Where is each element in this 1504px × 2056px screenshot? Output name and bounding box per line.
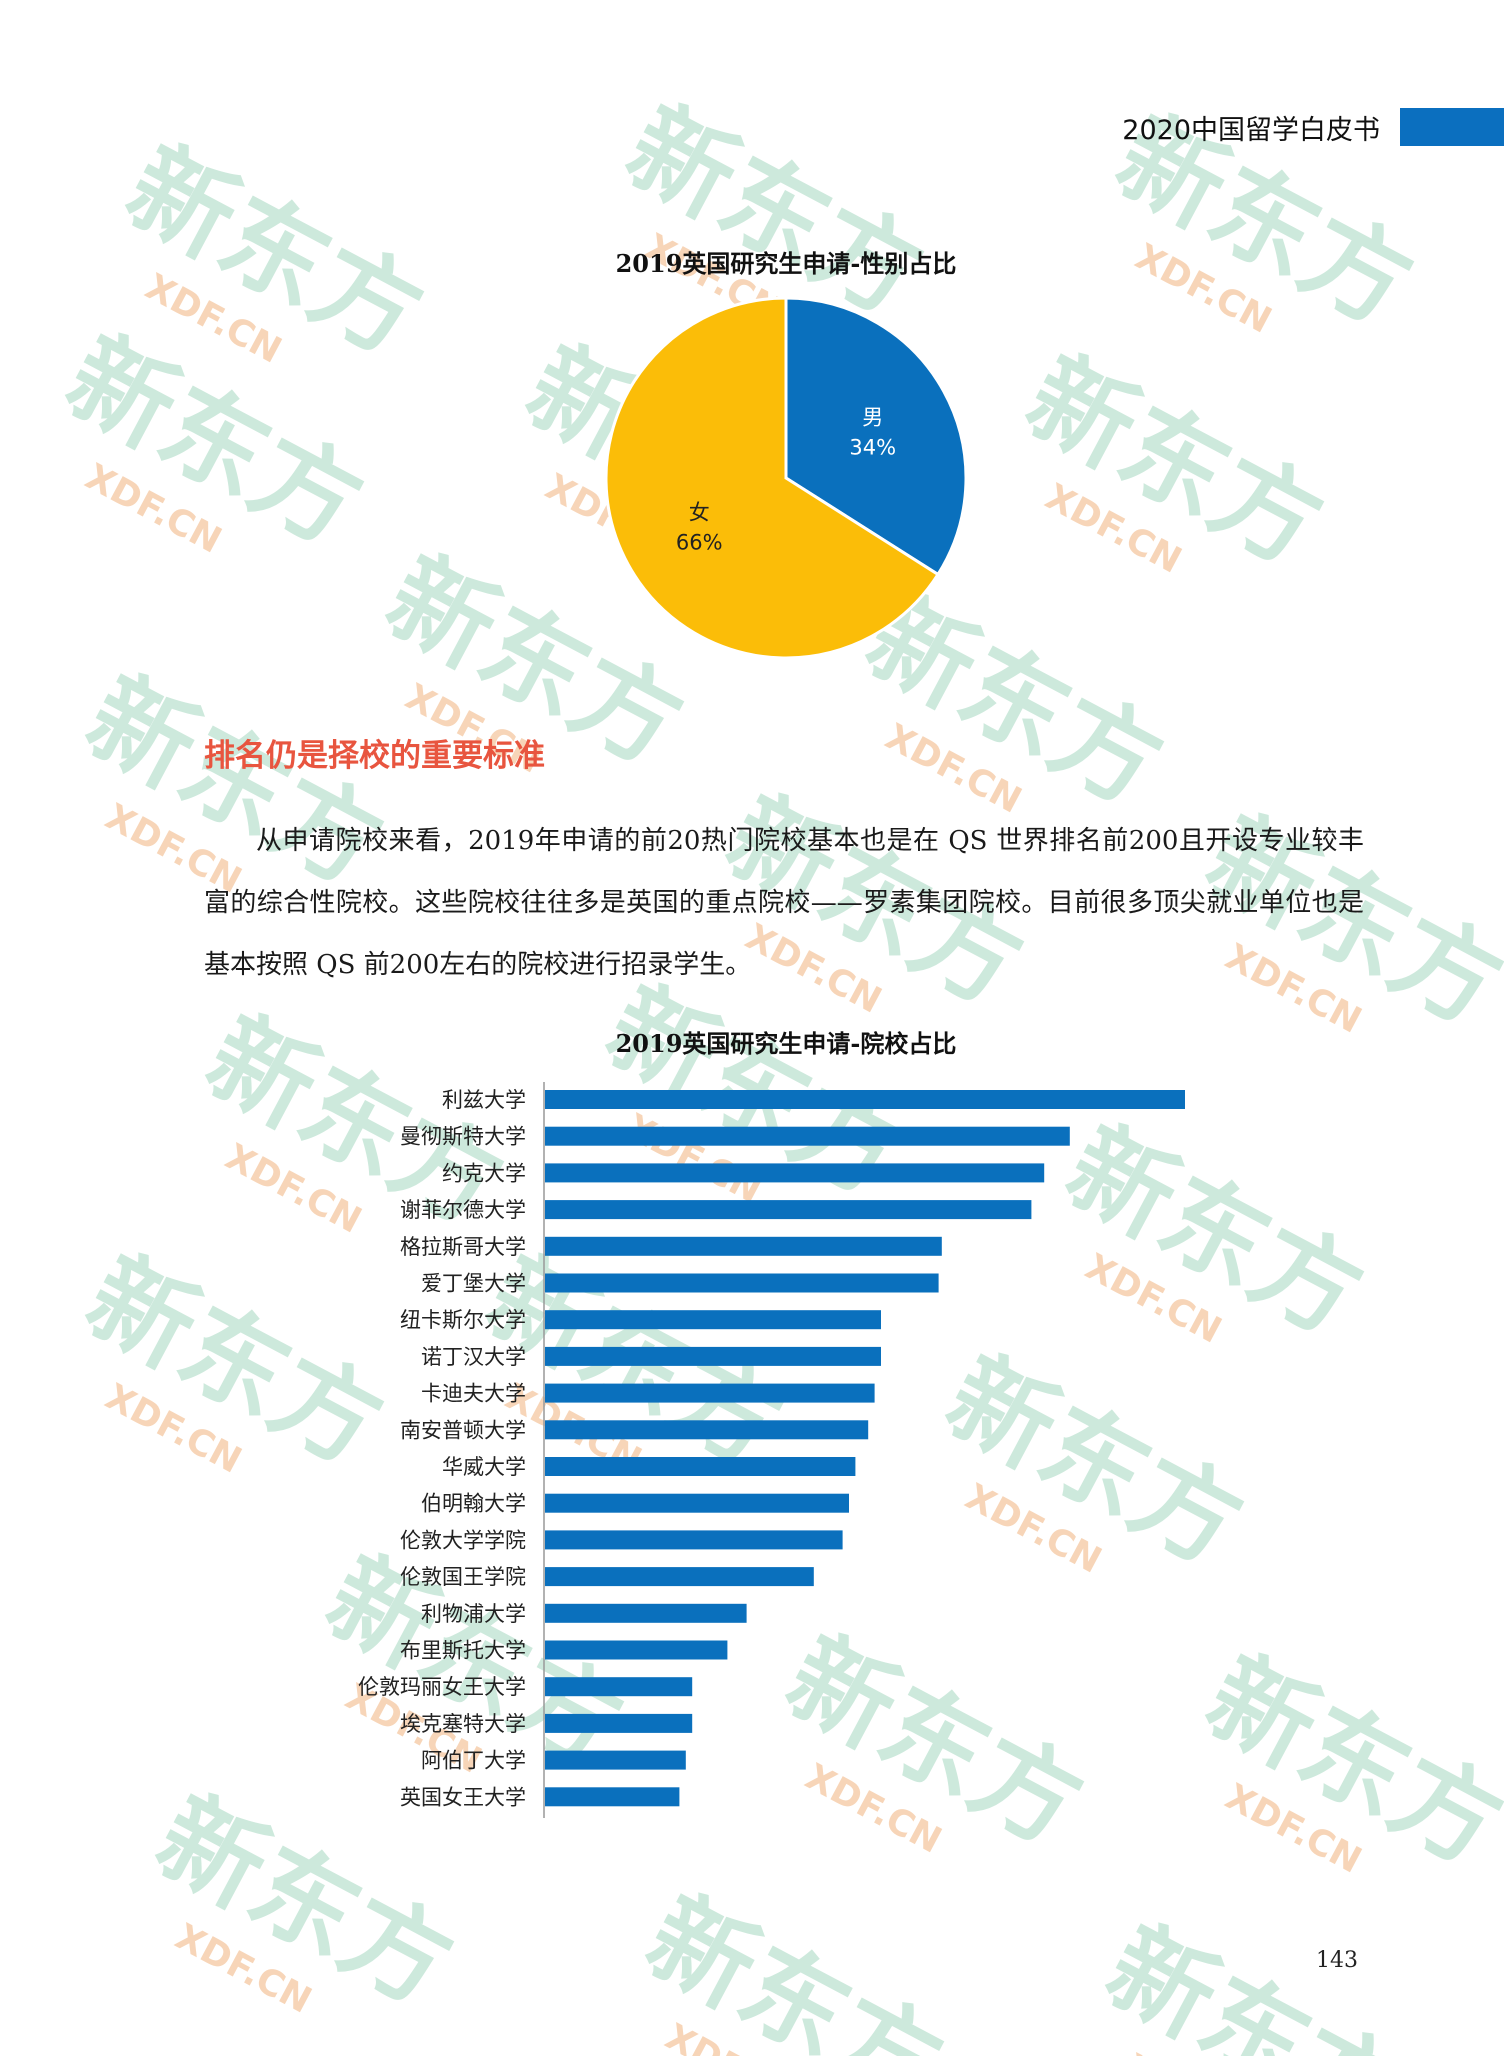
pie-slice-value-label: 66% — [676, 531, 723, 555]
bar-category-label: 约克大学 — [442, 1161, 526, 1185]
bar-category-label: 卡迪夫大学 — [421, 1382, 526, 1406]
pie-slice-1 — [604, 296, 941, 660]
bar — [545, 1603, 747, 1623]
header-title: 2020中国留学白皮书 — [1122, 115, 1380, 146]
pie-slice-label: 男 — [862, 405, 883, 429]
bar — [545, 1713, 693, 1733]
bar-category-label: 英国女王大学 — [400, 1785, 526, 1809]
bar — [545, 1787, 680, 1807]
bar-category-label: 南安普顿大学 — [400, 1418, 526, 1442]
body-paragraph: 从申请院校来看，2019年申请的前20热门院校基本也是在 QS 世界排名前200… — [204, 826, 1364, 980]
bar-category-label: 爱丁堡大学 — [421, 1272, 526, 1296]
bar — [545, 1750, 686, 1770]
section-heading: 排名仍是择校的重要标准 — [204, 738, 545, 774]
bar — [545, 1530, 843, 1550]
bar — [545, 1090, 1185, 1109]
bar-category-label: 布里斯托大学 — [400, 1639, 526, 1663]
bar — [545, 1640, 728, 1660]
bar-category-label: 利物浦大学 — [421, 1602, 526, 1626]
pie-chart-title: 2019英国研究生申请-性别占比 — [615, 249, 957, 278]
bar-category-label: 伦敦大学学院 — [400, 1528, 526, 1552]
bar-category-label: 格拉斯哥大学 — [400, 1235, 526, 1259]
bar-category-label: 伯明翰大学 — [421, 1492, 526, 1516]
bar-category-label: 纽卡斯尔大学 — [400, 1308, 526, 1332]
bar — [545, 1163, 1045, 1183]
bar-category-label: 埃克塞特大学 — [400, 1712, 526, 1736]
bar — [545, 1567, 814, 1587]
bar-category-label: 谢菲尔德大学 — [400, 1198, 526, 1222]
bar — [545, 1310, 881, 1330]
page-number: 143 — [1316, 1948, 1358, 1973]
bar — [545, 1420, 869, 1440]
bar-category-label: 诺丁汉大学 — [421, 1345, 526, 1369]
bar — [545, 1383, 875, 1403]
bar — [545, 1126, 1070, 1146]
bar-category-label: 伦敦玛丽女王大学 — [358, 1675, 526, 1699]
bar-chart-title: 2019英国研究生申请-院校占比 — [615, 1029, 957, 1058]
bar — [545, 1677, 693, 1697]
bar-category-label: 伦敦国王学院 — [400, 1565, 526, 1589]
bar — [545, 1236, 942, 1256]
bar — [545, 1493, 849, 1513]
bar — [545, 1200, 1032, 1220]
pie-slice-label: 女 — [689, 501, 710, 525]
bar-category-label: 利兹大学 — [442, 1088, 526, 1112]
bar — [545, 1457, 856, 1476]
pie-slice-value-label: 34% — [849, 435, 896, 459]
university-bar-chart: 利兹大学曼彻斯特大学约克大学谢菲尔德大学格拉斯哥大学爱丁堡大学纽卡斯尔大学诺丁汉… — [358, 1082, 1185, 1818]
bar — [545, 1273, 939, 1293]
bar — [545, 1346, 881, 1366]
bar-category-label: 华威大学 — [442, 1455, 526, 1479]
gender-pie-chart: 男 34% 女 66% — [604, 296, 968, 660]
bar-category-label: 阿伯丁大学 — [421, 1749, 526, 1773]
bar-category-label: 曼彻斯特大学 — [400, 1125, 526, 1149]
header-accent-bar — [1400, 108, 1504, 146]
